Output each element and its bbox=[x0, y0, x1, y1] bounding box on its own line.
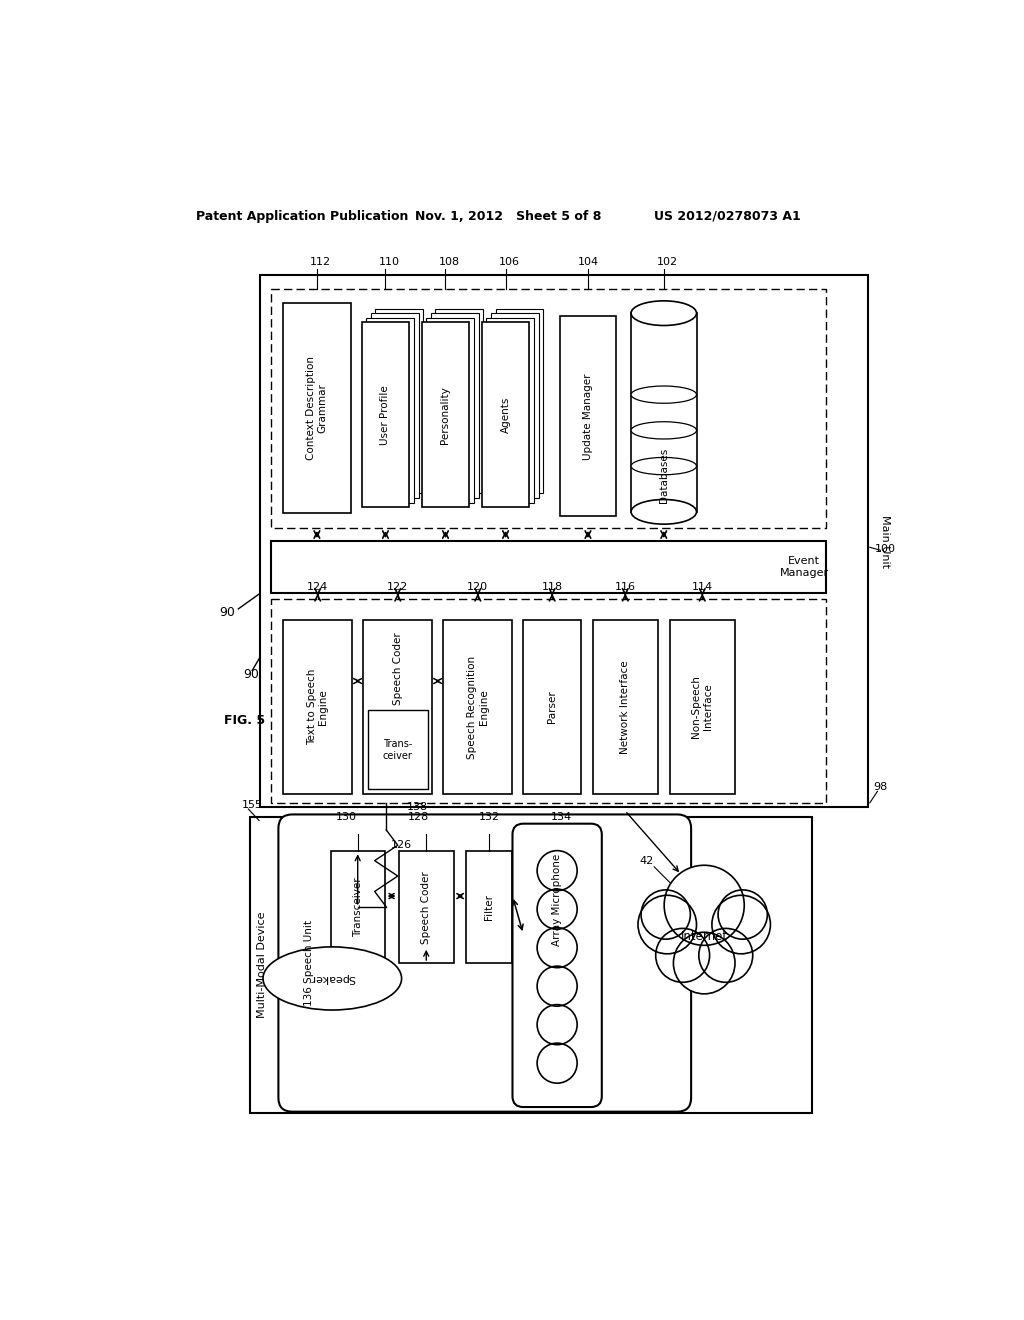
Bar bbox=[283, 304, 351, 512]
Text: 104: 104 bbox=[578, 256, 598, 267]
Text: FIG. 5: FIG. 5 bbox=[224, 714, 265, 727]
Circle shape bbox=[665, 866, 744, 945]
Text: 130: 130 bbox=[336, 812, 356, 822]
Bar bbox=[466, 851, 512, 964]
Text: 136 Speech Unit: 136 Speech Unit bbox=[304, 920, 314, 1006]
Ellipse shape bbox=[631, 458, 696, 475]
Ellipse shape bbox=[631, 422, 696, 440]
Text: Event
Manager: Event Manager bbox=[779, 557, 828, 578]
Bar bbox=[560, 317, 615, 516]
Text: Agents: Agents bbox=[501, 396, 511, 433]
Text: US 2012/0278073 A1: US 2012/0278073 A1 bbox=[654, 210, 801, 223]
Ellipse shape bbox=[631, 385, 696, 404]
Text: 132: 132 bbox=[479, 812, 500, 822]
Bar bbox=[490, 313, 539, 498]
Bar bbox=[250, 817, 812, 1113]
Text: Text to Speech
Engine: Text to Speech Engine bbox=[307, 669, 329, 746]
Text: 128: 128 bbox=[408, 812, 429, 822]
Text: 122: 122 bbox=[387, 582, 409, 593]
Text: Update Manager: Update Manager bbox=[583, 374, 593, 459]
Bar bbox=[431, 313, 478, 498]
Ellipse shape bbox=[263, 946, 401, 1010]
Text: 118: 118 bbox=[542, 582, 563, 593]
Bar bbox=[260, 276, 868, 807]
Text: Non-Speech
Interface: Non-Speech Interface bbox=[691, 676, 713, 738]
Text: Nov. 1, 2012   Sheet 5 of 8: Nov. 1, 2012 Sheet 5 of 8 bbox=[416, 210, 602, 223]
Text: Filter: Filter bbox=[484, 894, 495, 920]
Bar bbox=[496, 309, 544, 494]
Text: 108: 108 bbox=[438, 256, 460, 267]
Text: Network Interface: Network Interface bbox=[621, 660, 631, 754]
Text: Context Description
Grammar: Context Description Grammar bbox=[306, 356, 328, 459]
Ellipse shape bbox=[631, 499, 696, 524]
Circle shape bbox=[674, 932, 735, 994]
Bar bbox=[422, 322, 469, 507]
Text: Speaker: Speaker bbox=[309, 973, 355, 983]
Bar bbox=[670, 620, 735, 793]
Circle shape bbox=[655, 928, 710, 982]
Text: 124: 124 bbox=[307, 582, 329, 593]
Text: 98: 98 bbox=[873, 783, 888, 792]
Text: Multi-Modal Device: Multi-Modal Device bbox=[257, 912, 267, 1018]
Bar bbox=[361, 322, 410, 507]
FancyBboxPatch shape bbox=[512, 824, 602, 1107]
FancyBboxPatch shape bbox=[279, 814, 691, 1111]
Bar bbox=[523, 620, 581, 793]
Bar bbox=[368, 710, 428, 789]
Circle shape bbox=[641, 890, 690, 940]
Text: Main Unit: Main Unit bbox=[881, 515, 890, 568]
Text: 126: 126 bbox=[391, 841, 413, 850]
Ellipse shape bbox=[631, 301, 696, 326]
Bar bbox=[331, 851, 385, 964]
Bar bbox=[271, 541, 826, 594]
Bar bbox=[443, 620, 512, 793]
Text: Transceiver: Transceiver bbox=[352, 878, 362, 937]
Text: 138: 138 bbox=[407, 801, 428, 812]
Bar bbox=[593, 620, 658, 793]
Text: 102: 102 bbox=[657, 256, 678, 267]
Bar bbox=[371, 313, 419, 498]
Bar bbox=[398, 851, 454, 964]
Text: Array Microphone: Array Microphone bbox=[552, 854, 562, 946]
Bar bbox=[283, 620, 352, 793]
Text: Trans-
ceiver: Trans- ceiver bbox=[383, 739, 413, 760]
Bar bbox=[271, 599, 826, 803]
Text: Databases: Databases bbox=[658, 447, 669, 503]
Text: 155: 155 bbox=[243, 800, 263, 810]
Text: Patent Application Publication: Patent Application Publication bbox=[196, 210, 409, 223]
Text: 110: 110 bbox=[379, 256, 399, 267]
Text: User Profile: User Profile bbox=[381, 385, 390, 445]
Text: 100: 100 bbox=[874, 544, 896, 554]
Text: Speech Recognition
Engine: Speech Recognition Engine bbox=[467, 656, 488, 759]
Circle shape bbox=[712, 895, 770, 954]
Text: 106: 106 bbox=[499, 256, 520, 267]
Bar bbox=[364, 620, 432, 793]
Bar bbox=[481, 322, 529, 507]
Text: 90: 90 bbox=[244, 668, 260, 681]
Circle shape bbox=[638, 895, 696, 954]
Text: 116: 116 bbox=[614, 582, 636, 593]
Bar bbox=[426, 318, 474, 503]
Bar bbox=[376, 309, 423, 494]
Bar bbox=[435, 309, 483, 494]
Text: Internet: Internet bbox=[681, 929, 728, 942]
Text: Parser: Parser bbox=[547, 690, 557, 723]
Text: 120: 120 bbox=[467, 582, 488, 593]
Text: 90: 90 bbox=[219, 606, 236, 619]
Bar bbox=[271, 289, 826, 528]
Text: Speech Coder: Speech Coder bbox=[393, 632, 402, 705]
Text: 134: 134 bbox=[551, 812, 571, 822]
Text: 112: 112 bbox=[310, 256, 332, 267]
Text: Personality: Personality bbox=[440, 385, 451, 444]
Bar bbox=[486, 318, 535, 503]
Bar bbox=[367, 318, 414, 503]
Text: Speech Coder: Speech Coder bbox=[421, 871, 431, 944]
Bar bbox=[631, 313, 696, 512]
Circle shape bbox=[698, 928, 753, 982]
Circle shape bbox=[718, 890, 767, 940]
Text: 42: 42 bbox=[639, 855, 653, 866]
Text: 114: 114 bbox=[692, 582, 713, 593]
